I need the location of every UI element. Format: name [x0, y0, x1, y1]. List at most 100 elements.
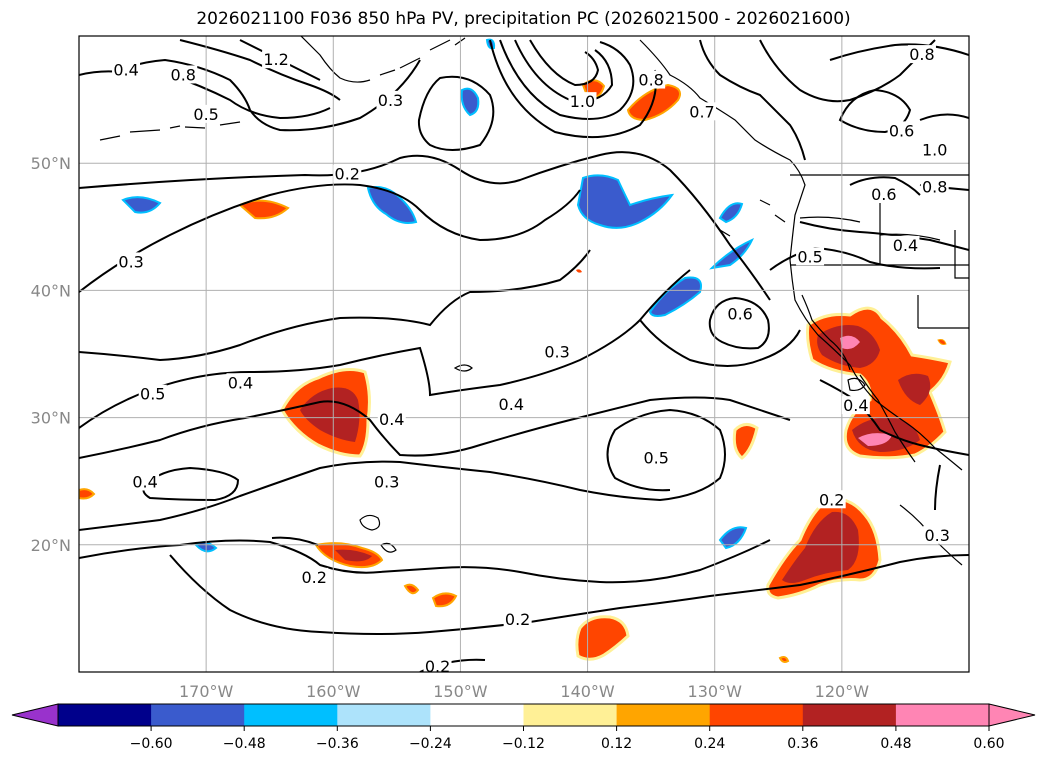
lon-tick-label: 170°W [179, 682, 234, 701]
colorbar-segment [895, 704, 990, 726]
contour-label: 0.3 [374, 472, 399, 491]
lat-tick-label: 50°N [31, 154, 71, 173]
contour-label: 0.8 [638, 71, 663, 90]
colorbar-extend-max [988, 703, 1036, 727]
contour-label: 0.8 [909, 45, 934, 64]
contour-label: 0.4 [893, 236, 918, 255]
contour-label-bg [841, 396, 870, 415]
lon-tick-label: 140°W [560, 682, 615, 701]
contour-label-bg [112, 60, 141, 79]
contour-label: 0.6 [871, 185, 896, 204]
contour-label: 0.3 [544, 343, 569, 362]
graticule [79, 36, 969, 672]
colorbar-segment [430, 704, 524, 726]
map-frame [78, 35, 970, 673]
contour-label: 0.3 [378, 91, 403, 110]
contour-label: 0.7 [689, 102, 714, 121]
contour-label: 0.2 [505, 610, 530, 629]
lon-tick-label: 130°W [688, 682, 743, 701]
contour-label: 0.2 [819, 490, 844, 509]
contour-label-bg [887, 121, 916, 140]
lon-tick-label: 150°W [433, 682, 488, 701]
contour-label-bg [333, 164, 362, 183]
contour-label: 0.5 [644, 448, 669, 467]
contour-label: 0.3 [924, 526, 949, 545]
colorbar-tick-label: 0.48 [880, 736, 911, 752]
colorbar-segment [244, 704, 338, 726]
contour-label: 0.6 [889, 121, 914, 140]
colorbar-segment [802, 704, 897, 726]
contour-label: 0.8 [922, 177, 947, 196]
contour-label-bg [423, 656, 452, 672]
contour-label: 0.6 [727, 305, 752, 324]
contour-label-bg [726, 304, 755, 323]
contour-label-bg [642, 448, 671, 467]
lat-tick-label: 20°N [31, 536, 71, 555]
chart-title: 2026021100 F036 850 hPa PV, precipitatio… [196, 9, 851, 29]
contour-label-bg [497, 394, 526, 413]
contour-label-bg [300, 567, 329, 586]
lat-tick-labels: 50°N 40°N 30°N 20°N [31, 154, 71, 555]
colorbar-segment [616, 704, 711, 726]
contour-label: 0.4 [228, 373, 253, 392]
contour-label-bg [869, 185, 898, 203]
contour-label: 0.5 [193, 105, 218, 124]
contour-label: 0.2 [301, 568, 326, 587]
contour-label-bg [376, 90, 405, 109]
contour-label-bg [923, 525, 952, 544]
colorbar-segment [337, 704, 431, 726]
lat-tick-label: 30°N [31, 409, 71, 428]
contour-label: 0.4 [132, 472, 157, 491]
colorbar-tick-label: 0.60 [973, 736, 1004, 752]
colorbar-tick-label: −0.36 [316, 736, 359, 752]
contour-label-bg [503, 609, 532, 628]
colorbar-tick-label: 0.36 [787, 736, 818, 752]
lon-tick-labels: 170°W 160°W 150°W 140°W 130°W 120°W [179, 682, 869, 701]
contour-label-bg [907, 45, 936, 64]
colorbar-tick-label: −0.48 [223, 736, 266, 752]
contour-labels: 0.4 0.8 1.2 0.5 0.3 0.2 0.3 0.5 0.4 0.4 0.4 0.3 0.2 0… [112, 45, 952, 676]
lat-tick-label: 40°N [31, 281, 71, 300]
contour-label-bg [688, 102, 716, 121]
contour-label-bg [262, 50, 291, 69]
contour-label: 1.2 [263, 50, 288, 69]
contour-label-bg [226, 373, 255, 392]
colorbar-segment [58, 704, 152, 726]
contour-label: 1.0 [922, 140, 947, 159]
colorbar-tick-label: 0.24 [694, 736, 725, 752]
colorbar-tick-label: −0.60 [130, 736, 173, 752]
contour-label: 0.8 [171, 65, 196, 84]
contour-label: 1.0 [570, 92, 595, 111]
precip-shading [79, 38, 952, 663]
contour-label: 0.3 [118, 252, 143, 271]
contour-label: 0.5 [140, 385, 165, 404]
contour-label: 0.4 [379, 410, 404, 429]
contour-label: 0.2 [425, 657, 450, 676]
contour-label-bg [372, 472, 401, 491]
colorbar-tick-label: −0.24 [409, 736, 452, 752]
contour-label-bg [568, 92, 597, 111]
contour-label-bg [817, 490, 846, 509]
colorbar-segment [523, 704, 618, 726]
contour-label-bg [891, 235, 920, 254]
contour-label-bg [920, 177, 949, 196]
colorbar-segment [151, 704, 245, 726]
colorbar-extend-min [11, 703, 59, 727]
contour-label-bg [117, 252, 146, 271]
contour-label-bg [377, 410, 406, 429]
contour-label: 0.4 [499, 395, 524, 414]
contour-label: 0.2 [335, 165, 360, 184]
contour-label: 0.4 [113, 60, 138, 79]
contour-label: 0.4 [843, 396, 868, 415]
colorbar-segment [709, 704, 804, 726]
contour-label-bg [796, 247, 825, 266]
contour-label-bg [192, 104, 221, 123]
coastlines [99, 36, 969, 566]
colorbar-tick-label: −0.12 [502, 736, 545, 752]
colorbar-tick-label: 0.12 [601, 736, 632, 752]
contour-label: 0.5 [797, 247, 822, 266]
contour-label-bg [543, 342, 572, 361]
contour-label-bg [131, 472, 160, 491]
colorbar: −0.60 −0.48 −0.36 −0.24 −0.12 0.12 0.24 0.36 0.4… [11, 703, 1036, 752]
